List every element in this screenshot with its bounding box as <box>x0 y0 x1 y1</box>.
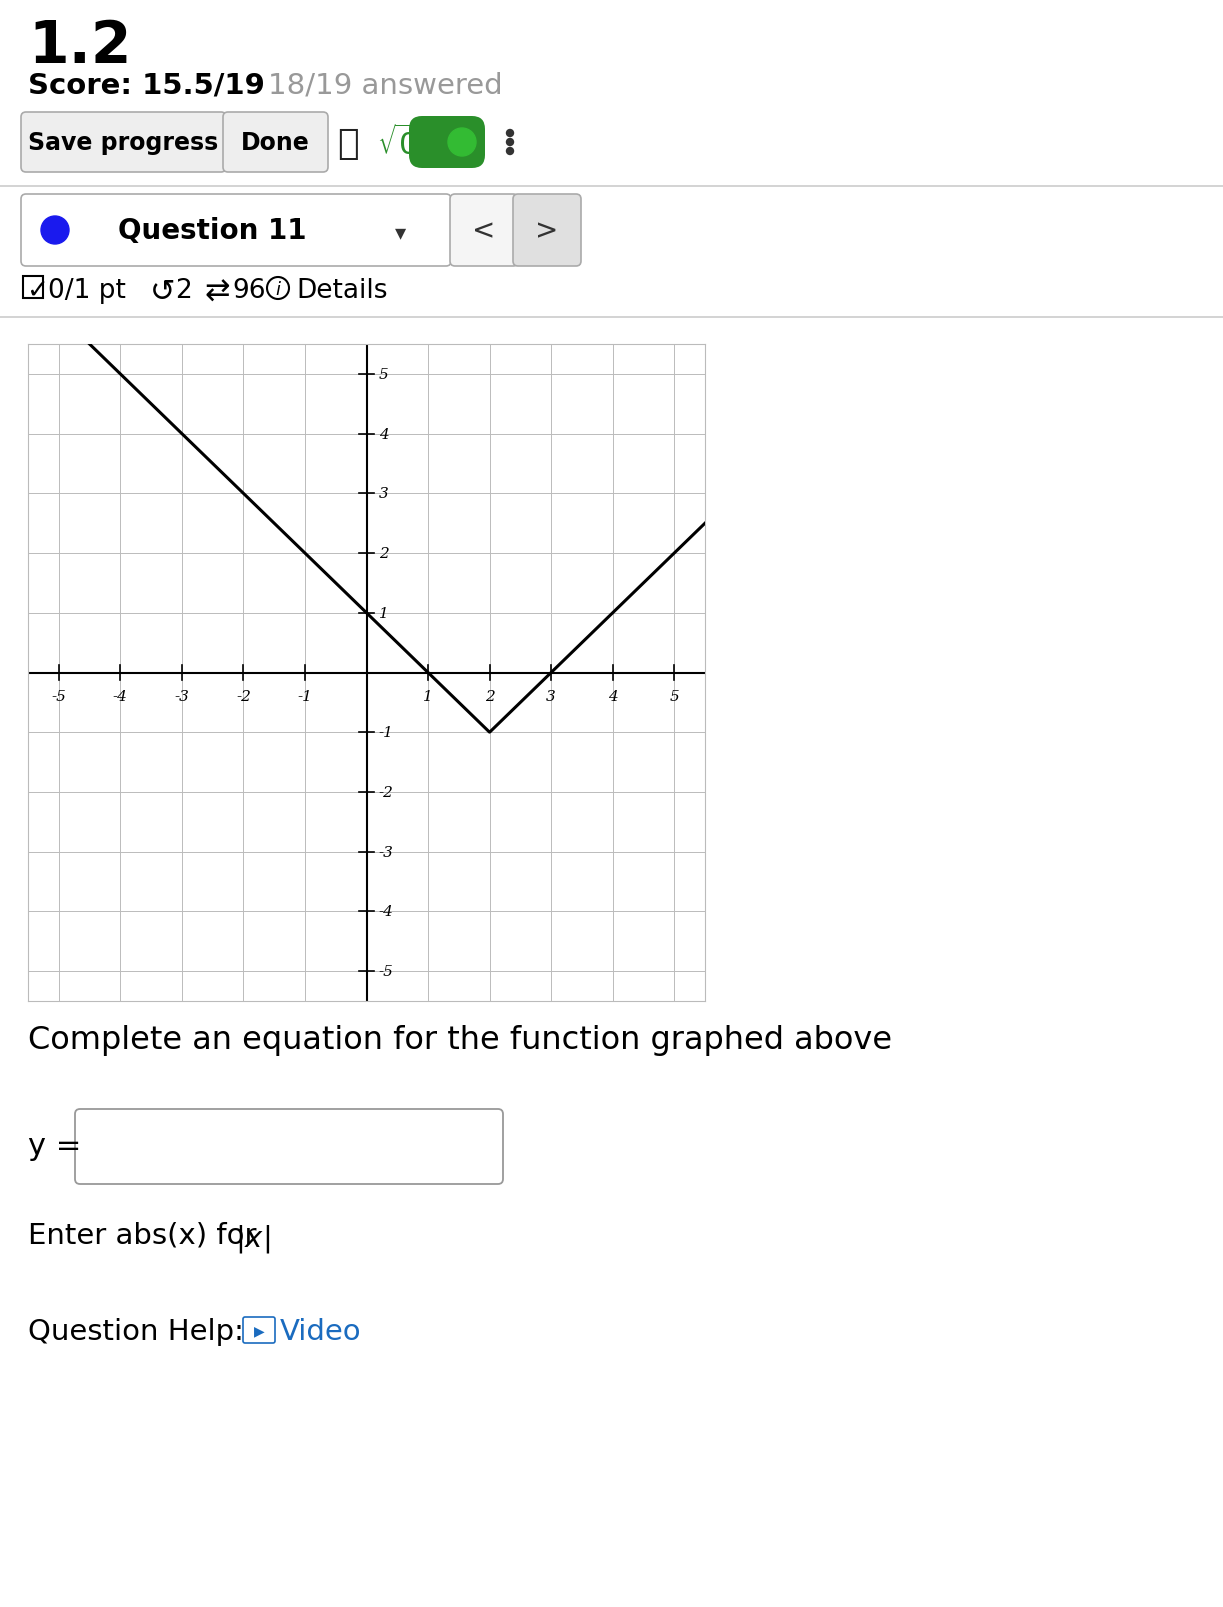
Text: 3: 3 <box>379 487 389 501</box>
Circle shape <box>506 148 514 156</box>
Text: i: i <box>275 281 280 299</box>
Text: Question 11: Question 11 <box>117 217 307 244</box>
Text: -1: -1 <box>379 726 394 739</box>
FancyBboxPatch shape <box>450 194 519 267</box>
Text: ↺: ↺ <box>150 278 175 307</box>
Text: 2: 2 <box>175 278 192 304</box>
Text: 1.2: 1.2 <box>28 18 132 76</box>
Text: ▾: ▾ <box>395 223 406 243</box>
Text: 2: 2 <box>379 546 389 561</box>
Text: y =: y = <box>28 1131 82 1160</box>
Text: 2: 2 <box>484 689 494 704</box>
FancyBboxPatch shape <box>223 112 328 174</box>
Text: 1: 1 <box>423 689 433 704</box>
Text: Done: Done <box>241 130 309 154</box>
Text: -1: -1 <box>297 689 312 704</box>
Text: 4: 4 <box>608 689 618 704</box>
Text: 5: 5 <box>669 689 679 704</box>
Text: $|x|$: $|x|$ <box>235 1223 270 1253</box>
Text: -5: -5 <box>379 964 394 979</box>
Text: 4: 4 <box>379 427 389 442</box>
Text: 96: 96 <box>232 278 265 304</box>
Text: -3: -3 <box>379 845 394 860</box>
FancyBboxPatch shape <box>243 1318 275 1343</box>
Text: ⚲: ⚲ <box>662 967 698 1008</box>
Text: 1: 1 <box>379 606 389 620</box>
Text: -4: -4 <box>113 689 127 704</box>
Text: ✓: ✓ <box>26 278 48 304</box>
Text: 18/19 answered: 18/19 answered <box>268 72 503 100</box>
Text: <: < <box>472 217 495 244</box>
Bar <box>23 276 43 299</box>
FancyBboxPatch shape <box>75 1109 503 1184</box>
Text: Details: Details <box>296 278 388 304</box>
Text: -5: -5 <box>51 689 66 704</box>
Circle shape <box>506 130 514 138</box>
Text: >: > <box>536 217 559 244</box>
Text: -3: -3 <box>175 689 190 704</box>
Text: Enter abs(x) for: Enter abs(x) for <box>28 1221 265 1249</box>
Text: ⇄: ⇄ <box>205 278 230 307</box>
Text: ▶: ▶ <box>253 1323 264 1337</box>
Text: Save progress: Save progress <box>28 130 218 154</box>
Text: 0/1 pt: 0/1 pt <box>48 278 126 304</box>
Text: Question Help:: Question Help: <box>28 1318 243 1345</box>
Text: Complete an equation for the function graphed above: Complete an equation for the function gr… <box>28 1024 892 1056</box>
FancyBboxPatch shape <box>21 112 226 174</box>
Text: -2: -2 <box>379 786 394 799</box>
FancyBboxPatch shape <box>512 194 581 267</box>
Circle shape <box>448 129 476 157</box>
Text: -4: -4 <box>379 905 394 919</box>
FancyBboxPatch shape <box>21 194 451 267</box>
Circle shape <box>506 140 514 146</box>
Text: Score: 15.5/19: Score: 15.5/19 <box>28 72 265 100</box>
Text: Video: Video <box>280 1318 362 1345</box>
Circle shape <box>42 217 68 244</box>
Text: $\sqrt{0}$: $\sqrt{0}$ <box>377 125 423 161</box>
FancyBboxPatch shape <box>408 117 486 169</box>
Text: 3: 3 <box>547 689 556 704</box>
Text: -2: -2 <box>236 689 251 704</box>
Text: ⎙: ⎙ <box>338 127 358 161</box>
Text: 5: 5 <box>379 368 389 381</box>
